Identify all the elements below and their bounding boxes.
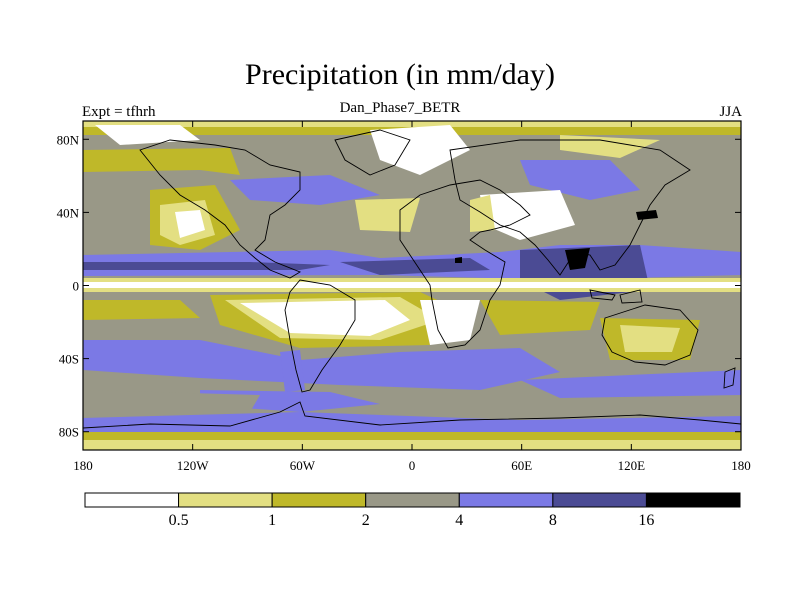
coast-europe-africa: [399, 179, 531, 349]
precip-sh-storm-track: [83, 340, 560, 390]
lon-tick-label: 120W: [177, 458, 210, 473]
colorbar-label: 1: [268, 512, 276, 529]
precip-equator-dry: [83, 282, 741, 288]
map-subtitle: Dan_Phase7_BETR: [339, 100, 461, 116]
colorbar-swatch: [552, 492, 647, 508]
colorbar-swatch: [645, 492, 741, 508]
lon-tick-label: 180: [73, 458, 93, 473]
precip-sh-grey: [83, 390, 260, 412]
experiment-label: Expt = tfhrh: [82, 104, 156, 120]
colorbar-swatch: [365, 492, 460, 508]
precip-natl-light: [355, 198, 420, 232]
coast-north-america: [139, 139, 302, 279]
coast-greenland: [334, 129, 411, 176]
lon-tick-label: 180: [731, 458, 751, 473]
precip-equator-edge-n: [83, 278, 741, 282]
lon-tick-label: 60E: [511, 458, 532, 473]
coast-asia: [449, 139, 691, 276]
precip-field: [83, 121, 741, 450]
precip-greenland-dry: [370, 125, 470, 175]
precip-satl-dry: [240, 300, 410, 336]
colorbar-label: 4: [455, 512, 463, 529]
colorbar-label: 16: [638, 512, 654, 529]
colorbar-label: 8: [549, 512, 557, 529]
precip-sh-storm-track-east: [520, 370, 741, 398]
coast-new-zealand: [723, 367, 736, 389]
lat-tick-label: 40N: [57, 205, 80, 220]
precip-spac-yellow: [83, 300, 200, 320]
colorbar-label: 0.5: [169, 512, 189, 529]
lon-tick-label: 0: [409, 458, 416, 473]
precip-africa-max: [455, 257, 462, 263]
precip-africa-dark: [340, 258, 490, 275]
coast-south-america: [284, 279, 356, 393]
precip-atlantic-storm: [230, 175, 380, 205]
precip-australia-light: [620, 325, 680, 352]
colorbar-swatch: [178, 492, 273, 508]
precip-equator-edge-s: [83, 288, 741, 292]
lon-tick-label: 60W: [290, 458, 316, 473]
map-axes: 80N 40N 0 40S 80S 180 120W 60W 0 60E 120E 180: [57, 121, 751, 473]
lat-tick-label: 0: [73, 279, 80, 294]
colorbar-label: 2: [362, 512, 370, 529]
colorbar: 0.5 1 2 4 8 16: [84, 492, 741, 529]
precip-asia-storm: [520, 160, 640, 200]
lat-tick-label: 80S: [59, 425, 79, 440]
coast-borneo: [619, 289, 643, 304]
colorbar-swatch: [458, 492, 554, 508]
lon-tick-label: 120E: [618, 458, 646, 473]
precip-sahara-dry: [480, 190, 575, 240]
coast-sumatra: [589, 289, 616, 301]
season-label: JJA: [719, 104, 742, 120]
precip-indian-yellow: [480, 300, 600, 335]
precip-safrica-dry: [420, 300, 480, 345]
lat-tick-label: 80N: [57, 132, 80, 147]
coastlines: [83, 129, 741, 429]
precip-nh-yellow-a: [83, 148, 240, 175]
colorbar-swatch: [84, 492, 180, 508]
precip-japan-max: [636, 210, 658, 220]
map-title: Precipitation (in mm/day): [245, 58, 555, 91]
precip-npac-dry: [175, 210, 205, 238]
precip-itcz-pacific-dark: [83, 262, 330, 270]
precip-siberia-light: [560, 135, 660, 158]
coast-antarctica: [83, 401, 741, 429]
precip-southern-ocean-band: [83, 412, 741, 432]
coast-australia: [601, 304, 699, 366]
lat-tick-label: 40S: [59, 352, 79, 367]
colorbar-swatch: [271, 492, 367, 508]
